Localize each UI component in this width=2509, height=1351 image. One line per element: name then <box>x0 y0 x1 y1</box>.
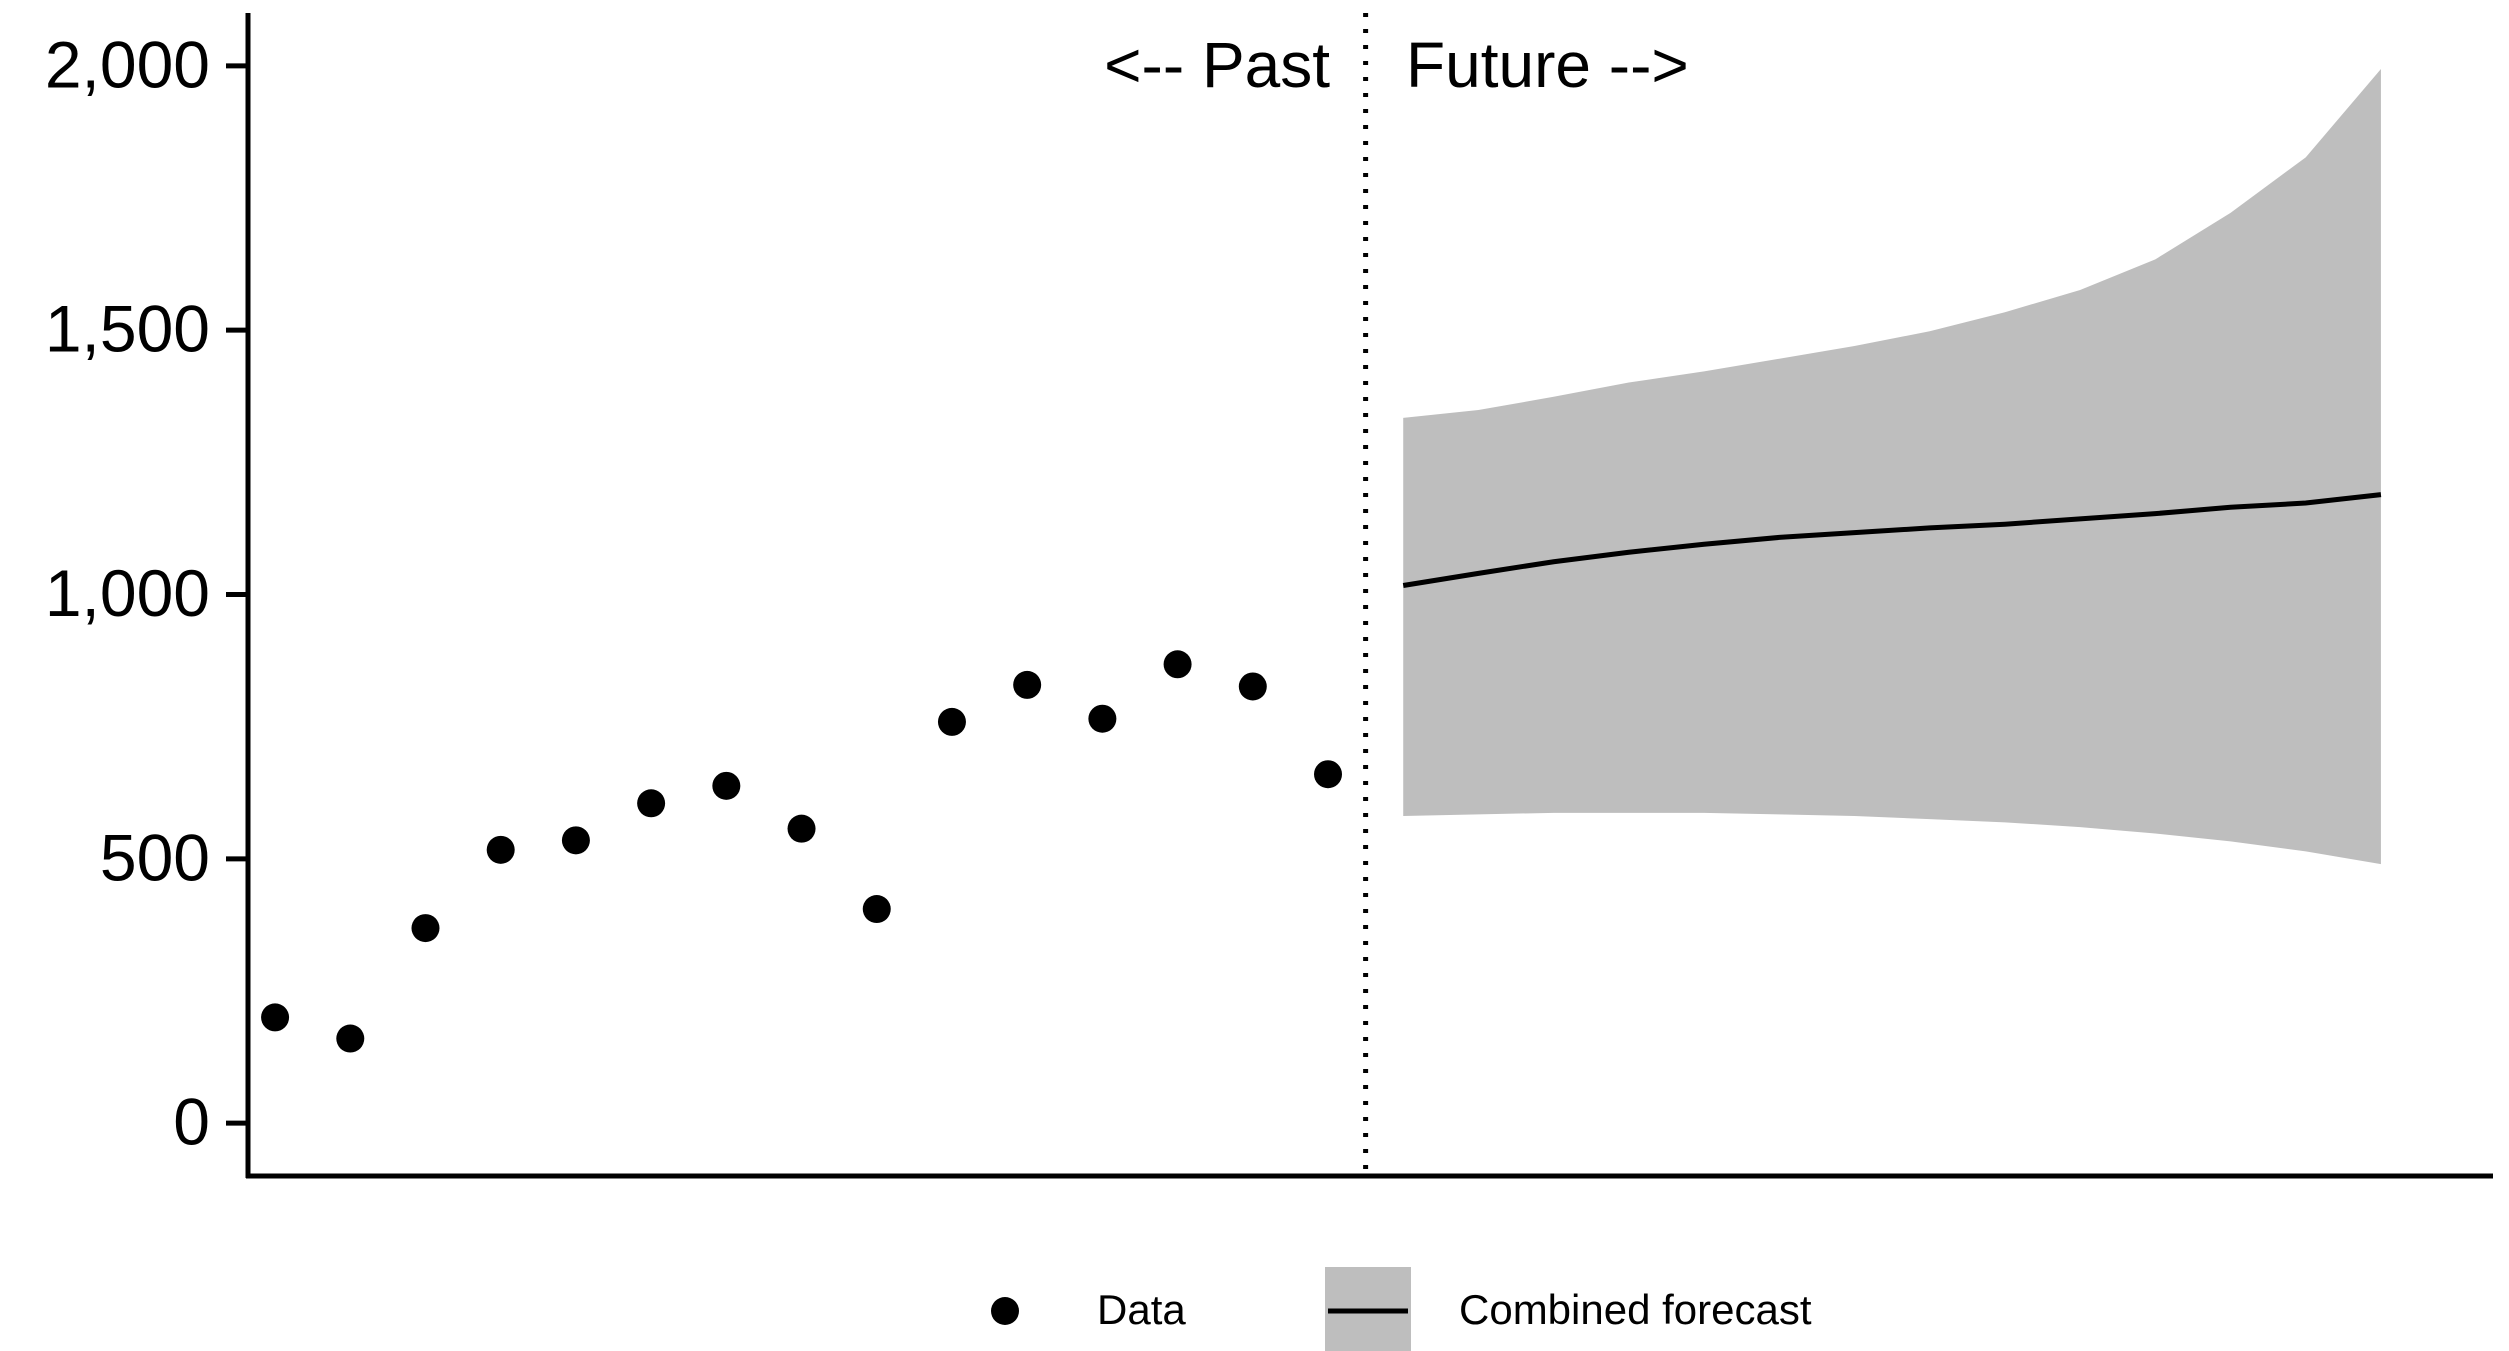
data-point <box>486 835 515 864</box>
forecast-line <box>1402 492 2382 588</box>
data-point <box>862 895 891 924</box>
legend-label: Combined forecast <box>1459 1286 1812 1333</box>
data-point <box>712 771 741 800</box>
data-point <box>937 707 966 736</box>
data-point <box>1314 760 1343 789</box>
legend-marker <box>991 1297 1019 1325</box>
data-point <box>637 789 666 818</box>
data-point <box>1238 672 1267 701</box>
data-point <box>336 1024 365 1053</box>
data-point <box>411 914 440 943</box>
data-point <box>261 1003 290 1032</box>
y-tick-label: 1,500 <box>45 292 210 366</box>
data-point <box>561 826 590 855</box>
data-point <box>787 814 816 843</box>
annotation: Future --> <box>1406 29 1689 101</box>
y-tick-label: 500 <box>100 820 210 894</box>
y-tick-label: 1,000 <box>45 556 210 630</box>
annotation: <-- Past <box>1104 29 1330 101</box>
forecast-band <box>1403 69 2381 865</box>
data-point <box>1163 650 1192 679</box>
data-point <box>1088 704 1117 733</box>
y-tick-label: 2,000 <box>45 27 210 101</box>
y-tick-label: 0 <box>173 1085 210 1159</box>
legend-label: Data <box>1097 1286 1186 1333</box>
data-point <box>1013 670 1042 699</box>
